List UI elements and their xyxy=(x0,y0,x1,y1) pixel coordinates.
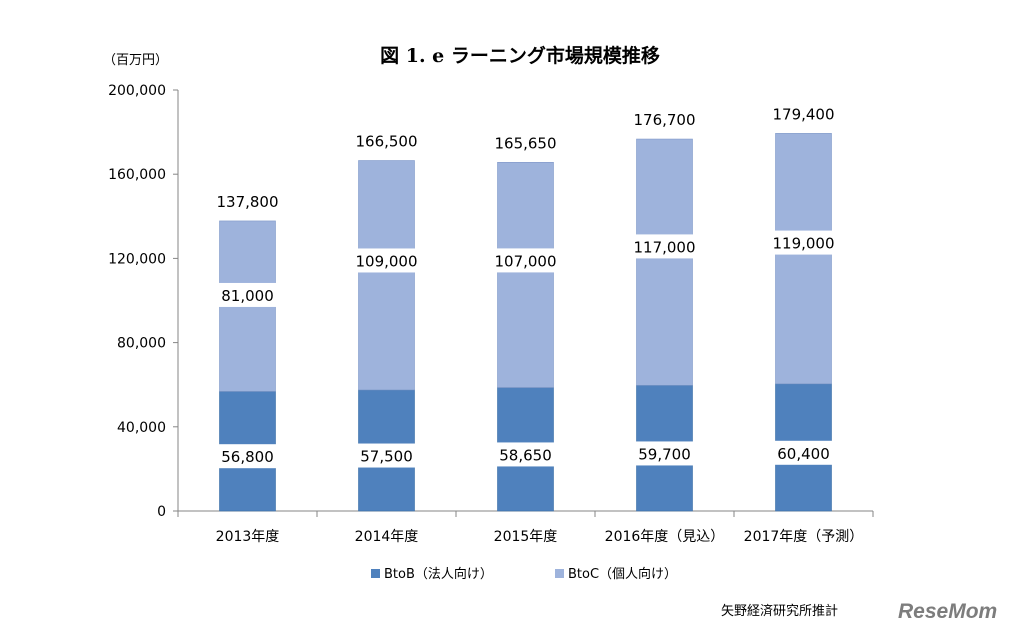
data-label-bg xyxy=(627,234,702,259)
unit-label: （百万円） xyxy=(103,53,168,68)
x-tick-label: 2015年度 xyxy=(494,529,558,545)
data-labels: 56,800 81,000 137,800 57,500 109,000 166,500 5… xyxy=(215,105,841,469)
data-label-btob: 56,800 xyxy=(221,448,274,466)
bar-btoc xyxy=(358,160,415,391)
data-label-total: 137,800 xyxy=(216,193,278,211)
resemom-logo: ReseMom xyxy=(898,600,997,623)
data-label-bg xyxy=(766,230,841,255)
y-tick-label: 0 xyxy=(157,504,166,520)
data-label-total: 166,500 xyxy=(355,133,417,151)
x-tick-label: 2017年度（予測） xyxy=(744,529,864,545)
data-label-total: 179,400 xyxy=(772,105,834,123)
data-label-btob: 57,500 xyxy=(360,448,413,466)
y-tick-label: 120,000 xyxy=(108,251,166,267)
y-tick-label: 40,000 xyxy=(117,420,166,436)
data-label-btoc: 81,000 xyxy=(221,287,274,305)
legend-label: BtoB（法人向け） xyxy=(384,566,493,582)
x-tick-label: 2013年度 xyxy=(216,529,280,545)
data-label-bg xyxy=(771,440,836,465)
data-label-btoc: 107,000 xyxy=(494,252,556,270)
data-label-btoc: 117,000 xyxy=(633,238,695,256)
bar-btoc xyxy=(497,162,554,388)
data-label-total: 165,650 xyxy=(494,134,556,152)
chart-title: 図 1. e ラーニング市場規模推移 xyxy=(380,44,660,67)
source-note: 矢野経済研究所推計 xyxy=(721,603,838,619)
y-tick-label: 80,000 xyxy=(117,336,166,352)
data-label-btob: 59,700 xyxy=(638,445,691,463)
data-label-btob: 58,650 xyxy=(499,446,552,464)
data-label-bg xyxy=(488,248,563,273)
data-label-bg xyxy=(349,248,424,273)
y-tick-label: 160,000 xyxy=(108,167,166,183)
data-label-bg xyxy=(215,444,280,469)
legend-label: BtoC（個人向け） xyxy=(568,566,677,582)
bar-btoc xyxy=(775,133,832,385)
data-label-bg xyxy=(493,442,558,467)
bar-btoc xyxy=(636,138,693,386)
axes: 0 40,000 80,000 120,000 160,000 200,000 2013年度… xyxy=(108,83,874,545)
data-label-btob: 60,400 xyxy=(777,445,830,463)
y-tick-label: 200,000 xyxy=(108,83,166,99)
legend-swatch xyxy=(555,569,564,578)
data-label-btoc: 109,000 xyxy=(355,252,417,270)
legend-swatch xyxy=(371,569,380,578)
x-tick-label: 2014年度 xyxy=(355,529,419,545)
data-label-bg xyxy=(354,443,419,468)
x-tick-label: 2016年度（見込） xyxy=(605,529,725,545)
data-label-bg xyxy=(632,441,697,466)
data-label-btoc: 119,000 xyxy=(772,235,834,253)
data-label-total: 176,700 xyxy=(633,111,695,129)
legend: BtoB（法人向け） BtoC（個人向け） xyxy=(371,566,677,582)
data-label-bg xyxy=(215,282,280,307)
